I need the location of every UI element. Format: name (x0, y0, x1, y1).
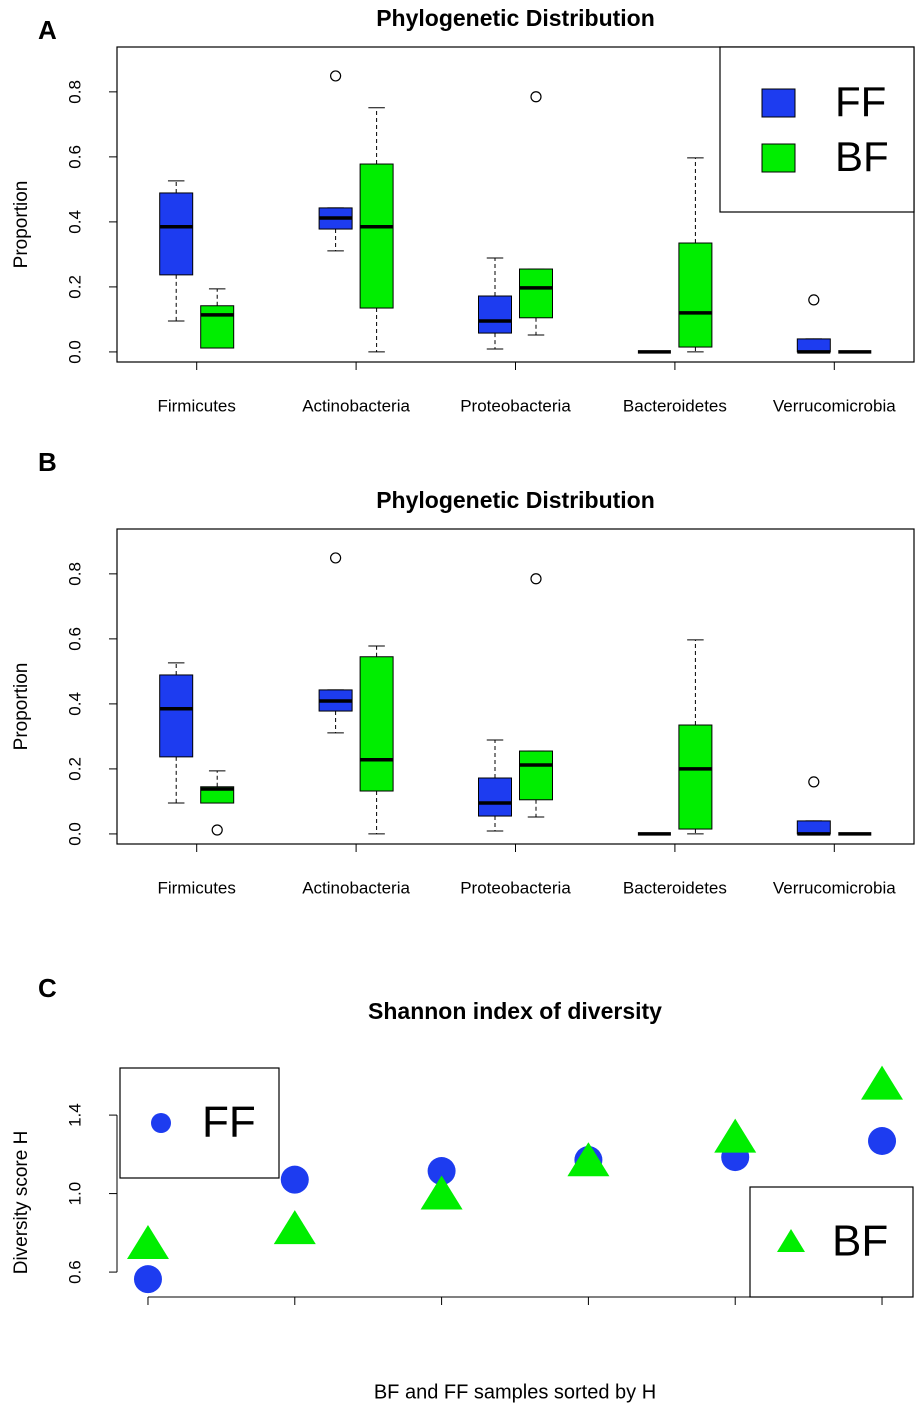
box (359, 163, 394, 309)
y-tick-label: 0.6 (65, 627, 84, 651)
y-tick-label: 0.0 (65, 340, 84, 364)
box (678, 724, 713, 830)
box (359, 656, 394, 792)
box (200, 305, 235, 349)
point (868, 1126, 897, 1155)
legend-label: BF (832, 1217, 888, 1266)
x-tick-label: Firmicutes (157, 878, 235, 897)
point (126, 1224, 169, 1259)
chart-title: Phylogenetic Distribution (376, 487, 655, 513)
point (427, 1157, 456, 1186)
panel-label: C (38, 973, 57, 1003)
outlier (330, 70, 342, 82)
x-tick-label: Verrucomicrobia (773, 878, 896, 897)
chart-title: Phylogenetic Distribution (376, 5, 655, 31)
box (159, 674, 194, 758)
box (478, 777, 512, 817)
legend-swatch (761, 88, 796, 118)
outlier (808, 776, 820, 788)
y-axis-label: Diversity score H (11, 1131, 32, 1275)
x-tick-label: Bacteroidetes (623, 878, 727, 897)
legend-box (119, 1067, 280, 1179)
legend-box (719, 46, 915, 213)
y-tick-label: 0.8 (65, 80, 84, 104)
legend-swatch (761, 143, 796, 173)
box (478, 295, 512, 334)
box (796, 338, 831, 353)
box (200, 786, 235, 804)
y-tick-label: 0.8 (65, 562, 84, 586)
point (280, 1165, 309, 1194)
box (519, 268, 553, 319)
point (273, 1210, 316, 1245)
y-tick-label: 1.0 (65, 1182, 84, 1206)
legend-label: FF (835, 78, 886, 125)
box (796, 820, 831, 835)
y-tick-label: 1.4 (65, 1103, 84, 1127)
x-tick-label: Verrucomicrobia (773, 396, 896, 415)
legend-marker (151, 1113, 171, 1133)
x-tick-label: Firmicutes (157, 396, 235, 415)
x-axis-label: BF and FF samples sorted by H (374, 1381, 656, 1403)
point (133, 1265, 162, 1294)
outlier (808, 294, 820, 306)
box (678, 242, 713, 348)
x-tick-label: Proteobacteria (460, 396, 571, 415)
x-tick-label: Actinobacteria (302, 878, 410, 897)
point (861, 1065, 904, 1100)
outlier (530, 573, 542, 585)
x-tick-label: Actinobacteria (302, 396, 410, 415)
legend-marker (777, 1229, 805, 1252)
legend-label: FF (202, 1098, 256, 1147)
outlier (211, 824, 223, 836)
point (567, 1142, 610, 1177)
point (420, 1175, 463, 1210)
x-tick-label: Bacteroidetes (623, 396, 727, 415)
outlier (330, 552, 342, 564)
y-axis-label: Proportion (11, 181, 32, 269)
panel-label: A (38, 15, 57, 45)
y-tick-label: 0.0 (65, 822, 84, 846)
y-axis-label: Proportion (11, 663, 32, 751)
outlier (530, 91, 542, 103)
y-tick-label: 0.6 (65, 1260, 84, 1284)
plot-frame (116, 528, 915, 845)
x-tick-label: Proteobacteria (460, 878, 571, 897)
y-tick-label: 0.4 (65, 210, 84, 234)
y-tick-label: 0.6 (65, 145, 84, 169)
y-tick-label: 0.2 (65, 275, 84, 299)
legend-box (749, 1186, 914, 1298)
chart-title: Shannon index of diversity (368, 998, 662, 1024)
box (159, 192, 194, 276)
legend-label: BF (835, 133, 889, 180)
y-tick-label: 0.4 (65, 692, 84, 716)
box (519, 750, 553, 801)
panel-label: B (38, 447, 57, 477)
point (714, 1118, 757, 1153)
y-tick-label: 0.2 (65, 757, 84, 781)
